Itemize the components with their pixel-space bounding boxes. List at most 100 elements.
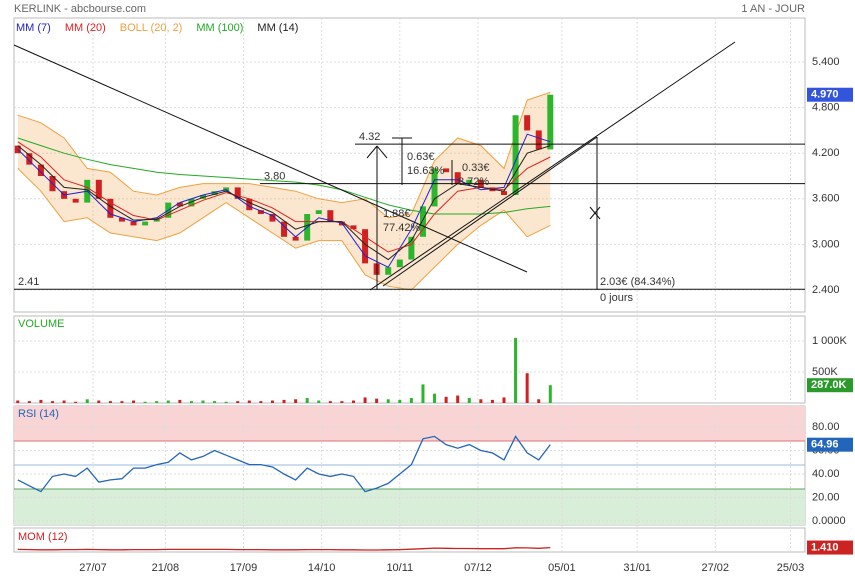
- x-tick-label: 27/02: [702, 562, 730, 574]
- y-tick-label: 2.400: [812, 284, 840, 296]
- trend-line: [13, 44, 528, 273]
- volume-bar: [189, 401, 193, 403]
- volume-bar: [363, 397, 367, 403]
- volume-frame: [13, 315, 806, 404]
- volume-bar: [201, 400, 205, 403]
- volume-bar: [456, 395, 460, 403]
- volume-bar: [120, 401, 124, 403]
- oversold-zone: [14, 489, 805, 525]
- moving-average: [17, 133, 551, 268]
- volume-bar: [85, 399, 89, 403]
- moving-average: [17, 145, 551, 261]
- volume-bar: [74, 401, 78, 403]
- legend-entry: MM (7): [16, 22, 51, 34]
- x-tick-label: 14/10: [308, 562, 336, 574]
- volume-bar: [502, 397, 506, 403]
- volume-bar: [398, 399, 402, 403]
- volume-bar: [433, 393, 437, 403]
- indicator-line: [17, 546, 551, 551]
- x-tick-label: 21/08: [152, 562, 180, 574]
- volume-bar: [39, 399, 43, 403]
- volume-bar: [409, 398, 413, 403]
- last-value-badge: [807, 540, 853, 555]
- legend-entry: MM (20): [65, 22, 106, 34]
- volume-bar: [27, 401, 31, 403]
- volume-bar: [166, 400, 170, 403]
- candle: [500, 191, 507, 196]
- candle: [176, 202, 183, 207]
- volume-bar: [270, 400, 274, 403]
- candle: [292, 236, 299, 241]
- x-tick-label: 07/12: [464, 562, 492, 574]
- candle: [281, 221, 288, 237]
- volume-bar: [514, 337, 518, 403]
- annotation: 0 jours: [600, 292, 634, 304]
- candle: [524, 115, 531, 131]
- candle: [257, 210, 264, 214]
- x-tick-label: 27/07: [79, 562, 107, 574]
- mom-frame: [13, 527, 806, 553]
- candle: [211, 191, 218, 196]
- volume-bar: [259, 401, 263, 403]
- candle: [142, 221, 149, 226]
- x-tick-label: 31/01: [623, 562, 651, 574]
- last-value-label: 64.96: [811, 439, 839, 451]
- volume-bar: [16, 400, 20, 403]
- candle: [188, 198, 195, 207]
- candle: [246, 198, 253, 211]
- last-value-label: 1.410: [811, 541, 839, 553]
- volume-bar: [525, 373, 529, 403]
- volume-bar: [548, 385, 552, 403]
- candle: [14, 145, 21, 154]
- candle: [107, 198, 114, 218]
- volume-bar: [62, 400, 66, 403]
- candle: [72, 198, 79, 203]
- annotation: 1.88€: [383, 208, 411, 220]
- candle: [443, 168, 450, 173]
- candle: [535, 130, 542, 150]
- volume-bar: [132, 400, 136, 403]
- volume-bar: [108, 401, 112, 403]
- volume-bar: [97, 400, 101, 403]
- candle: [431, 168, 438, 207]
- y-tick-label: 3.000: [812, 238, 840, 250]
- last-value-badge: [807, 437, 853, 452]
- bollinger-upper: [17, 91, 551, 219]
- volume-bar: [386, 399, 390, 403]
- volume-bar: [444, 396, 448, 403]
- level-label: 2.41: [18, 276, 39, 288]
- measure-arrow: [366, 145, 378, 159]
- moving-average: [17, 141, 551, 253]
- candle: [37, 164, 44, 177]
- volume-bar: [490, 399, 494, 403]
- last-value-label: 287.0K: [811, 379, 847, 391]
- x-tick-label: 17/09: [230, 562, 258, 574]
- legend-entry: MM (14): [257, 22, 298, 34]
- period: 1 AN - JOUR: [741, 3, 805, 15]
- volume-bar: [479, 399, 483, 403]
- candle: [385, 267, 392, 275]
- drawings: [13, 41, 736, 291]
- volume-bar: [50, 401, 54, 403]
- volume-bar: [328, 401, 332, 403]
- volume-bar: [282, 399, 286, 403]
- volume-bar: [247, 400, 251, 403]
- y-tick-label: 40.00: [812, 468, 840, 480]
- indicator-line: [17, 435, 551, 493]
- y-tick-label: 3.600: [812, 193, 840, 205]
- volume-bar: [305, 398, 309, 403]
- y-tick-label: 500K: [812, 366, 838, 378]
- candle: [362, 229, 369, 264]
- price-frame: [13, 17, 806, 313]
- volume-bar: [143, 401, 147, 403]
- candle: [419, 206, 426, 237]
- bollinger-band: [17, 92, 551, 291]
- y-tick-label: 20.00: [812, 491, 840, 503]
- panel-title: RSI (14): [18, 408, 59, 420]
- candle: [130, 221, 137, 226]
- volume-bar: [375, 398, 379, 403]
- legend-entry: MM (100): [196, 22, 243, 34]
- trend-line: [382, 136, 598, 287]
- x-tick-label: 10/11: [386, 562, 413, 574]
